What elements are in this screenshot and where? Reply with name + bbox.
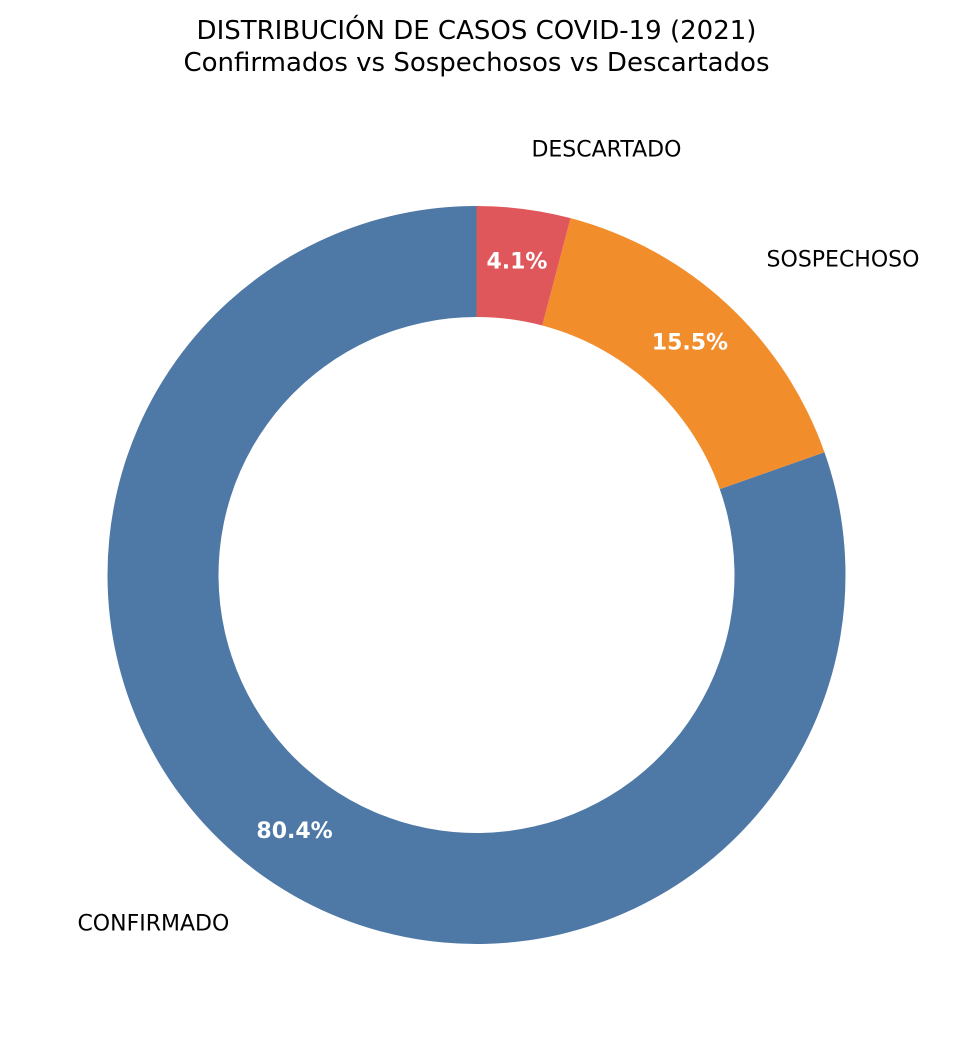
slice-label-sospechoso: SOSPECHOSO [767, 247, 920, 272]
slice-sospechoso [542, 218, 825, 490]
slice-descartado [476, 206, 571, 326]
pct-label-descartado: 4.1% [486, 250, 547, 275]
donut-labels: CONFIRMADO 80.4% SOSPECHOSO 15.5% DESCARTADO… [77, 138, 919, 937]
pct-label-sospechoso: 15.5% [652, 330, 728, 355]
slice-label-descartado: DESCARTADO [531, 138, 681, 163]
slice-label-confirmado: CONFIRMADO [77, 911, 229, 936]
pct-label-confirmado: 80.4% [256, 819, 332, 844]
chart-subtitle: Confirmados vs Sospechosos vs Descartado… [184, 48, 770, 78]
chart-title: DISTRIBUCIÓN DE CASOS COVID-19 (2021) [197, 14, 757, 46]
donut-slices [107, 206, 846, 944]
slice-confirmado [107, 206, 846, 944]
